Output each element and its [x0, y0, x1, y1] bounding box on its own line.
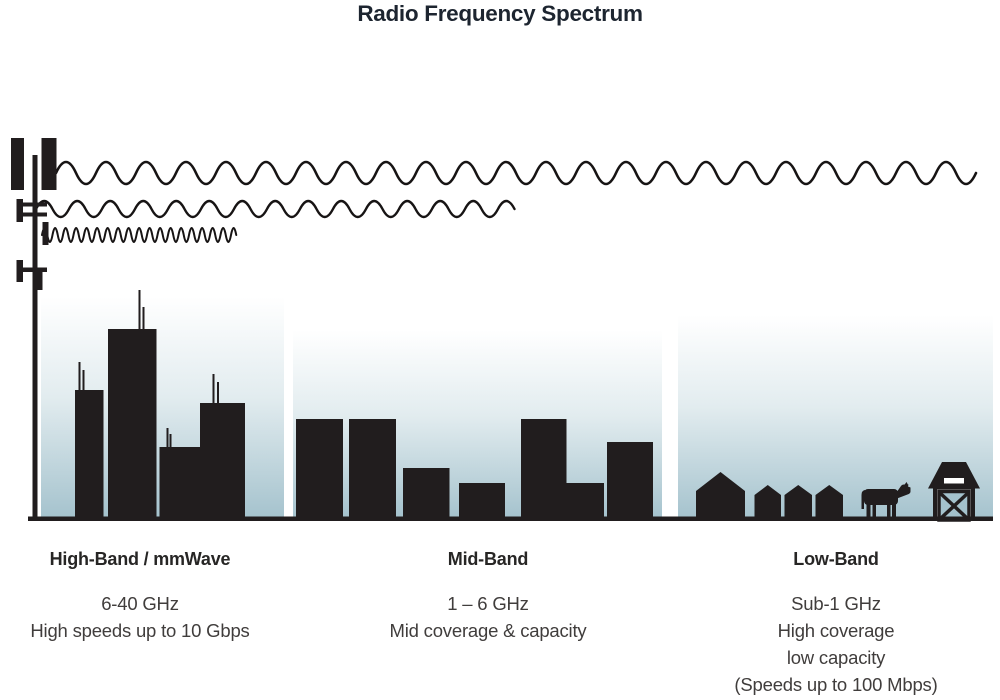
high-band-details: 6-40 GHz High speeds up to 10 Gbps — [0, 590, 300, 644]
low-band-detail-line: High coverage — [777, 620, 895, 641]
high-band-building — [200, 374, 245, 520]
high-band-detail-line: 6-40 GHz — [101, 593, 179, 614]
mid-band-building — [296, 419, 343, 520]
low-band-detail-line: Sub-1 GHz — [791, 593, 881, 614]
house-icon — [784, 485, 812, 520]
high-band-detail-line: High speeds up to 10 Gbps — [30, 620, 250, 641]
house-icon — [815, 485, 843, 520]
house-icon — [696, 472, 745, 520]
low-band-details: Sub-1 GHz High coverage low capacity (Speed… — [676, 590, 996, 698]
long-wavelength-wave — [54, 160, 978, 186]
low-band-heading: Low-Band — [793, 549, 879, 569]
cell-tower-icon — [11, 138, 57, 520]
mid-band-label: Mid-Band 1 – 6 GHz Mid coverage & capacit… — [328, 548, 648, 644]
mid-band-detail-line: 1 – 6 GHz — [447, 593, 529, 614]
house-icon — [754, 485, 781, 520]
mid-band-details: 1 – 6 GHz Mid coverage & capacity — [328, 590, 648, 644]
diagram-title: Radio Frequency Spectrum — [357, 1, 643, 26]
mid-band-detail-line: Mid coverage & capacity — [389, 620, 587, 641]
low-band-detail-line: (Speeds up to 100 Mbps) — [734, 674, 938, 695]
high-band-building — [75, 362, 104, 520]
ground-line — [28, 516, 993, 521]
high-band-building — [108, 290, 157, 520]
mid-band-building — [349, 419, 396, 520]
mid-band-heading: Mid-Band — [447, 549, 529, 569]
mid-band-building — [459, 483, 505, 520]
low-band-detail-line: low capacity — [786, 647, 886, 668]
mid-band-building — [566, 483, 604, 520]
high-band-label: High-Band / mmWave 6-40 GHz High speeds u… — [0, 548, 300, 644]
low-band-label: Low-Band Sub-1 GHz High coverage low capac… — [676, 548, 996, 698]
mid-band-building — [403, 468, 450, 520]
high-band-building — [159, 428, 200, 520]
cow-icon — [861, 482, 911, 520]
high-band-heading: High-Band / mmWave — [49, 549, 231, 569]
mid-band-building — [607, 442, 653, 520]
mid-band-building — [521, 419, 567, 520]
short-wavelength-wave — [41, 227, 238, 243]
barn-icon — [928, 462, 980, 522]
medium-wavelength-wave — [34, 199, 516, 219]
